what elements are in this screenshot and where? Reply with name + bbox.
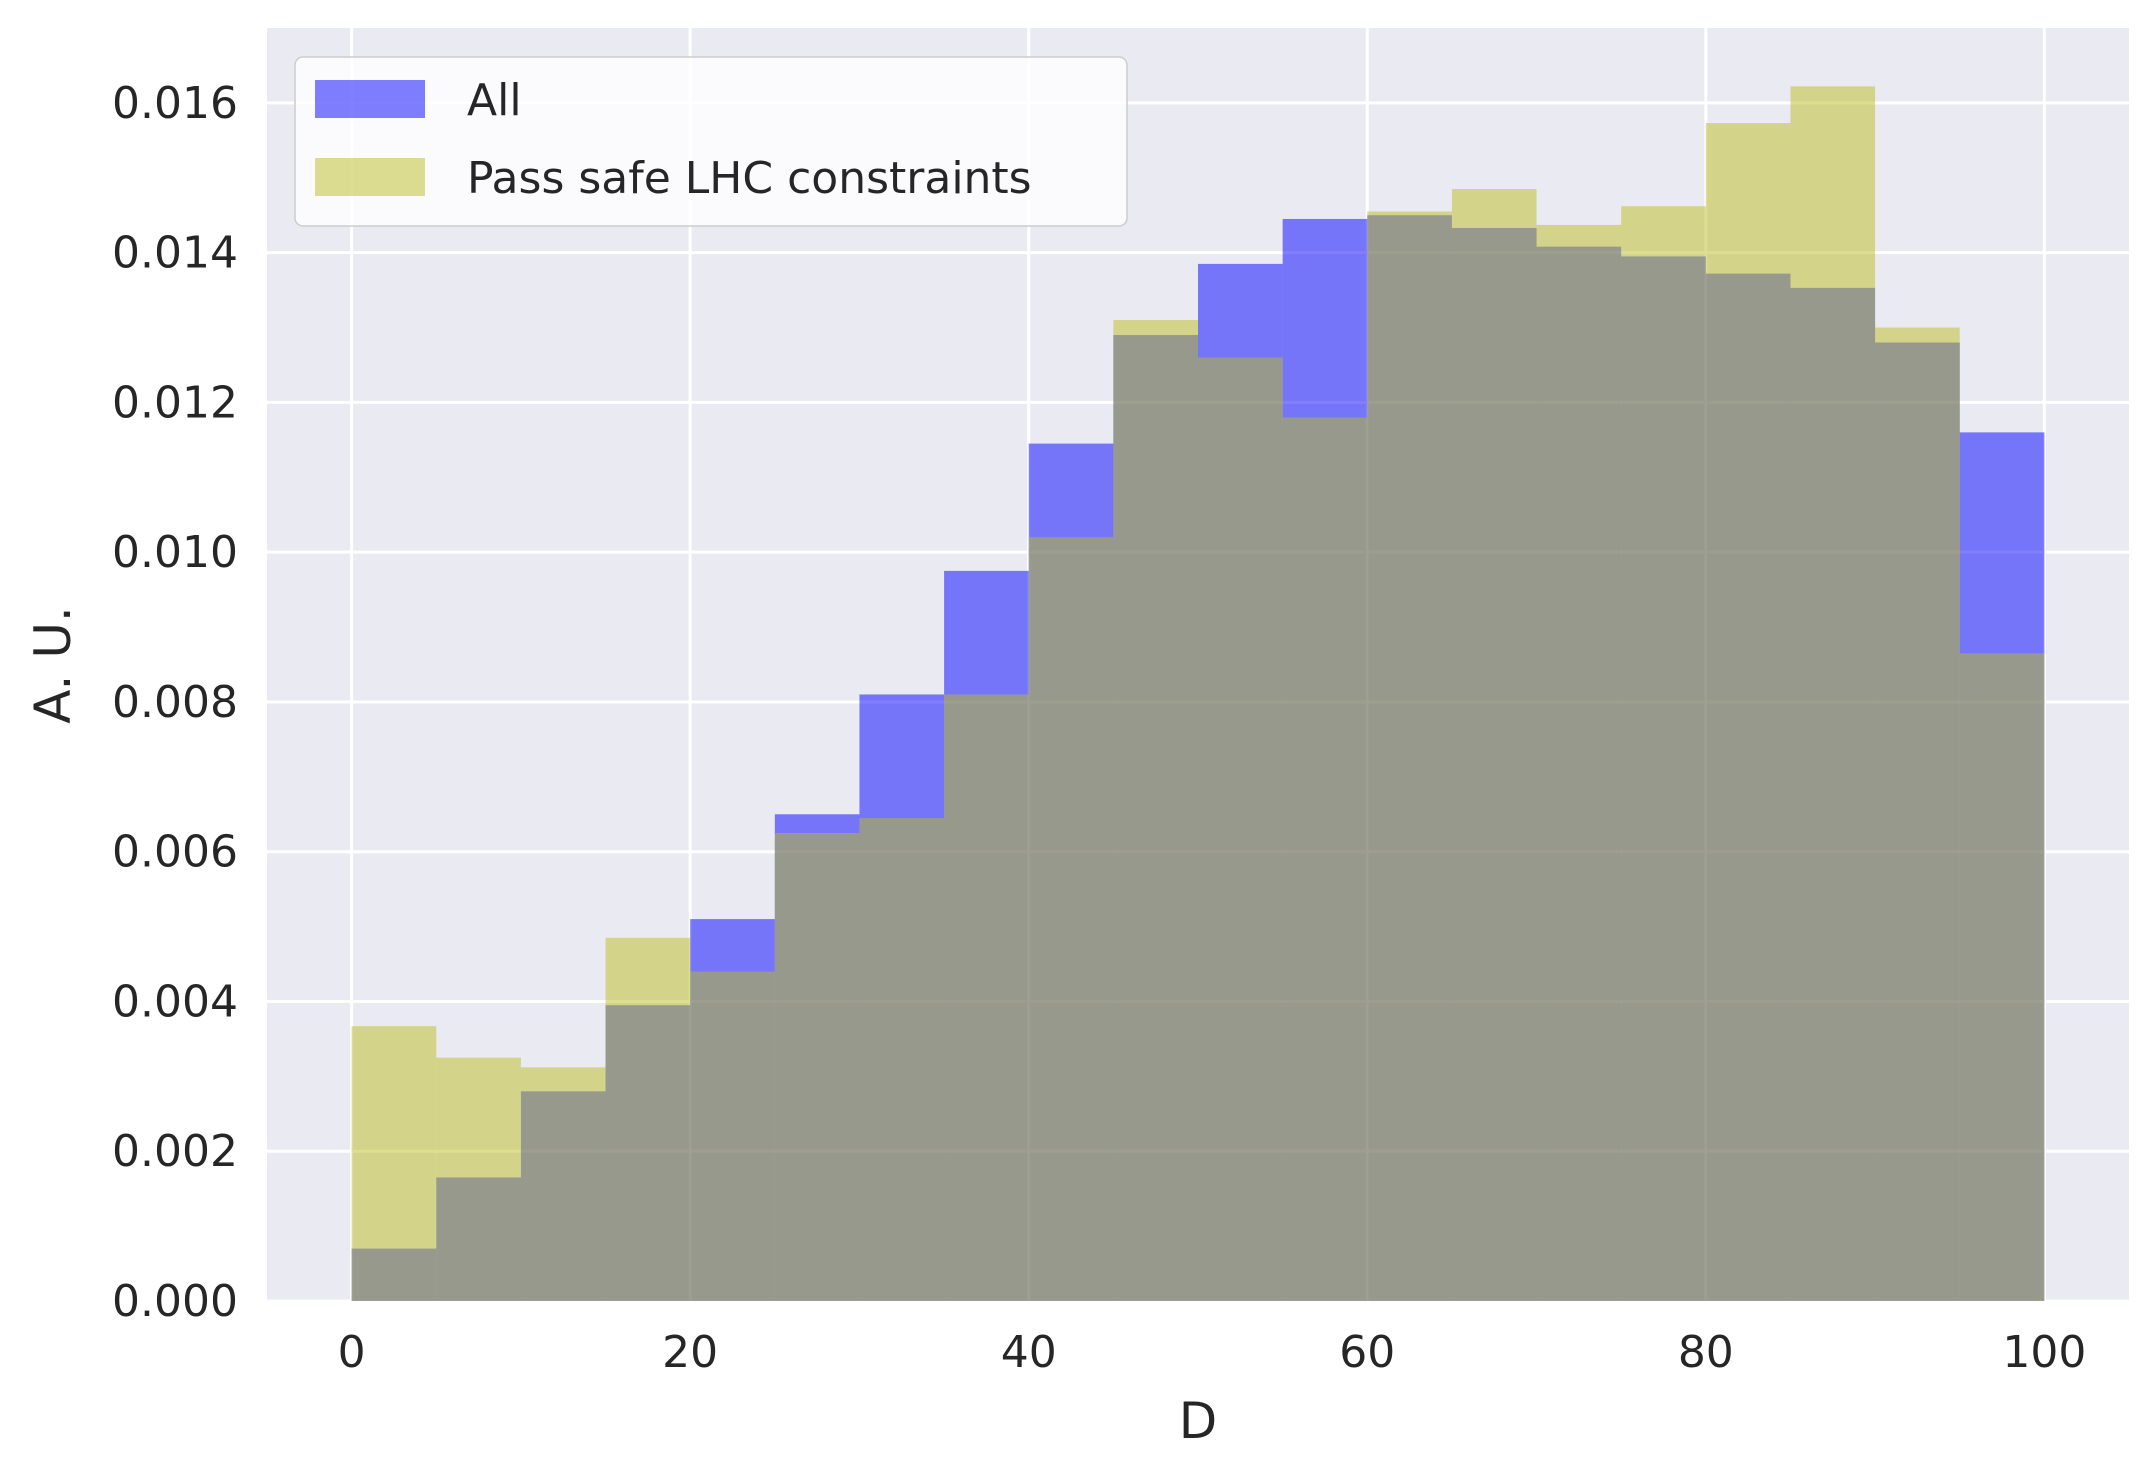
x-axis-label: D [1179,1392,1218,1450]
y-tick-label: 0.004 [112,976,238,1027]
y-tick-label: 0.010 [112,527,238,578]
histogram-bar [351,1026,437,1301]
histogram-bar [520,1067,606,1301]
y-tick-label: 0.008 [112,677,238,728]
y-tick-label: 0.012 [112,377,238,428]
histogram-bar [1113,320,1198,1302]
x-tick-label: 100 [2002,1327,2086,1378]
histogram-bar [1367,211,1452,1301]
x-tick-label: 60 [1339,1327,1395,1378]
y-tick-label: 0.006 [112,827,238,878]
x-tick-label: 80 [1678,1327,1734,1378]
histogram-bar [1959,653,2045,1301]
legend-swatch-all [315,80,425,118]
histogram-bar [436,1057,521,1301]
y-axis-label: A. U. [24,606,82,724]
histogram-bar [1451,188,1537,1301]
legend-box [294,56,1128,227]
series-pass-safe-lhc [351,86,2045,1302]
legend: All Pass safe LHC constraints [294,56,1128,227]
histogram-bar [690,971,775,1301]
x-tick-label: 0 [338,1327,366,1378]
histogram-bar [1705,123,1791,1301]
x-tick-label: 40 [1001,1327,1057,1378]
y-tick-label: 0.016 [112,78,238,129]
legend-label-all: All [467,75,522,126]
histogram-bar [944,694,1029,1301]
histogram-bar [1621,206,1706,1302]
histogram-bar [859,818,945,1301]
y-tick-label: 0.000 [112,1276,238,1327]
histogram-bar [1875,327,1960,1301]
y-tick-label: 0.002 [112,1126,238,1177]
legend-label-pass-safe-lhc: Pass safe LHC constraints [467,153,1032,204]
y-tick-label: 0.014 [112,228,238,279]
x-tick-labels: 0 20 40 60 80 100 [338,1327,2087,1378]
histogram-bar [1028,537,1114,1301]
y-tick-labels: 0.000 0.002 0.004 0.006 0.008 0.010 0.012 0.014… [112,78,238,1327]
histogram-bar [1790,86,1876,1302]
x-tick-label: 20 [662,1327,718,1378]
histogram-bar [774,832,860,1301]
histogram-bar [1282,417,1368,1301]
histogram-bar [605,937,691,1301]
histogram-bar [1198,357,1283,1301]
legend-swatch-pass-safe-lhc [315,158,425,196]
histogram-bar [1536,224,1622,1302]
histogram-bars [351,86,2045,1302]
